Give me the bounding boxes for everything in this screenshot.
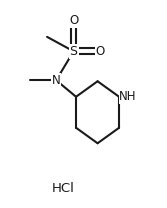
Text: NH: NH <box>119 90 137 103</box>
Text: HCl: HCl <box>52 182 75 195</box>
Text: O: O <box>69 14 78 27</box>
Text: N: N <box>52 74 61 87</box>
Text: S: S <box>70 45 77 58</box>
Text: O: O <box>95 45 105 58</box>
